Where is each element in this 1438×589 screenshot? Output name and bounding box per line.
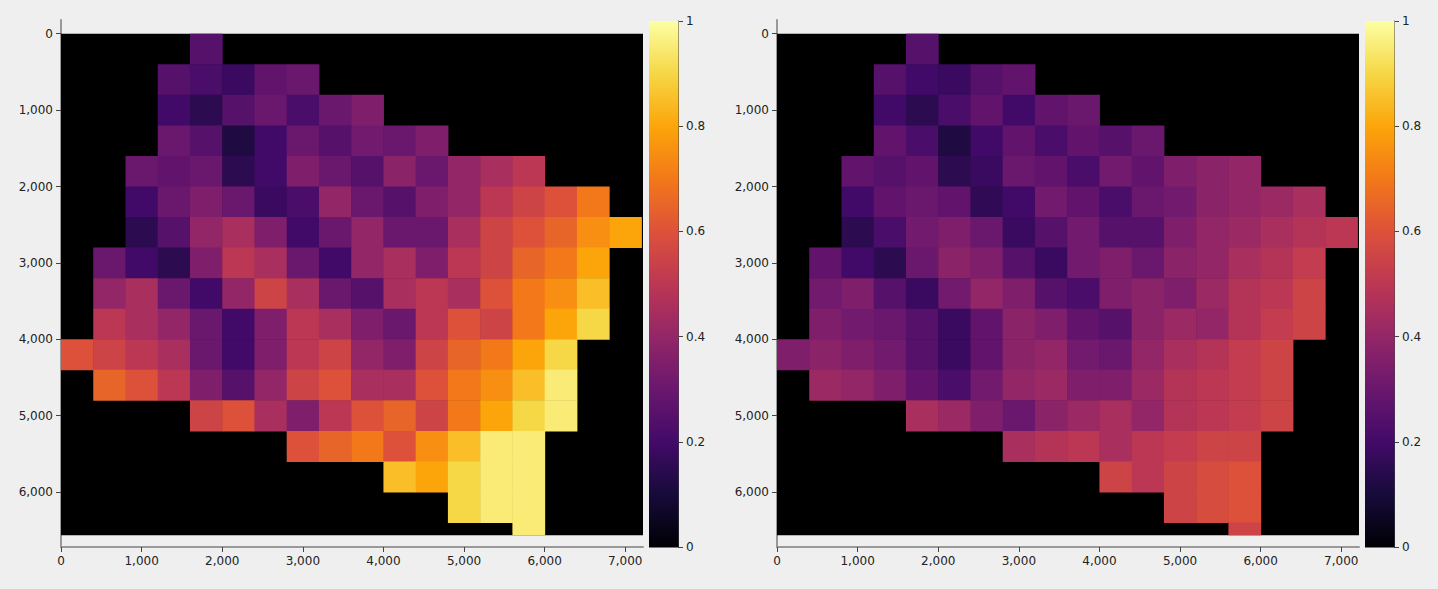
svg-text:5,000: 5,000 bbox=[1163, 554, 1197, 568]
svg-text:6,000: 6,000 bbox=[19, 485, 53, 499]
svg-text:3,000: 3,000 bbox=[286, 554, 320, 568]
svg-text:0.6: 0.6 bbox=[1402, 224, 1421, 238]
svg-text:0.8: 0.8 bbox=[686, 119, 705, 133]
svg-text:6,000: 6,000 bbox=[527, 554, 561, 568]
svg-text:4,000: 4,000 bbox=[735, 332, 769, 346]
svg-text:1,000: 1,000 bbox=[840, 554, 874, 568]
svg-text:3,000: 3,000 bbox=[19, 256, 53, 270]
svg-text:1,000: 1,000 bbox=[735, 103, 769, 117]
svg-text:0.6: 0.6 bbox=[686, 224, 705, 238]
svg-text:5,000: 5,000 bbox=[735, 409, 769, 423]
svg-text:0.2: 0.2 bbox=[686, 435, 705, 449]
svg-text:4,000: 4,000 bbox=[1082, 554, 1116, 568]
svg-text:0: 0 bbox=[45, 27, 53, 41]
svg-text:0.2: 0.2 bbox=[1402, 435, 1421, 449]
svg-text:0: 0 bbox=[686, 540, 694, 554]
svg-text:4,000: 4,000 bbox=[19, 332, 53, 346]
svg-text:5,000: 5,000 bbox=[19, 409, 53, 423]
svg-text:0: 0 bbox=[57, 554, 65, 568]
svg-text:2,000: 2,000 bbox=[735, 180, 769, 194]
svg-text:2,000: 2,000 bbox=[921, 554, 955, 568]
svg-text:3,000: 3,000 bbox=[735, 256, 769, 270]
svg-text:1: 1 bbox=[1402, 14, 1410, 28]
svg-text:1,000: 1,000 bbox=[124, 554, 158, 568]
svg-text:3,000: 3,000 bbox=[1002, 554, 1036, 568]
svg-text:0: 0 bbox=[761, 27, 769, 41]
svg-text:0.4: 0.4 bbox=[1402, 330, 1421, 344]
svg-text:7,000: 7,000 bbox=[1324, 554, 1358, 568]
svg-text:0: 0 bbox=[1402, 540, 1410, 554]
svg-text:7,000: 7,000 bbox=[608, 554, 642, 568]
svg-text:0.8: 0.8 bbox=[1402, 119, 1421, 133]
svg-text:2,000: 2,000 bbox=[205, 554, 239, 568]
svg-text:5,000: 5,000 bbox=[447, 554, 481, 568]
svg-text:0.4: 0.4 bbox=[686, 330, 705, 344]
svg-text:4,000: 4,000 bbox=[366, 554, 400, 568]
svg-text:1: 1 bbox=[686, 14, 694, 28]
svg-text:6,000: 6,000 bbox=[1243, 554, 1277, 568]
svg-text:6,000: 6,000 bbox=[735, 485, 769, 499]
svg-text:2,000: 2,000 bbox=[19, 180, 53, 194]
svg-text:0: 0 bbox=[773, 554, 781, 568]
svg-text:1,000: 1,000 bbox=[19, 103, 53, 117]
